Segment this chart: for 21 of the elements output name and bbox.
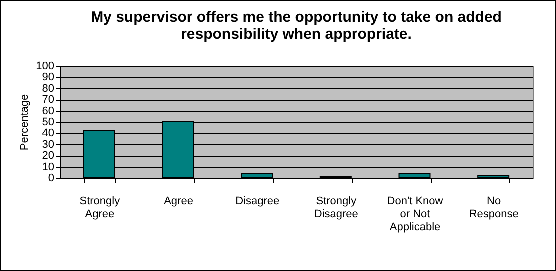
- y-tick-label: 50: [42, 116, 54, 128]
- x-tick-label: Strongly Agree: [80, 196, 121, 220]
- y-tick-label: 60: [42, 105, 54, 118]
- y-tick-label: 0: [48, 172, 54, 184]
- chart-title: My supervisor offers me the opportunity to take on added responsibility when appropriate.: [91, 9, 502, 43]
- bar: [241, 173, 274, 178]
- x-tick-label: Agree: [164, 196, 194, 208]
- x-tick-label: Disagree: [236, 196, 280, 208]
- y-tick-label: 10: [42, 161, 54, 174]
- x-tick-label: Strongly Disagree: [314, 196, 358, 220]
- y-tick-label: 80: [42, 82, 54, 95]
- y-tick-label: 90: [42, 72, 54, 84]
- y-tick-label: 70: [42, 94, 54, 106]
- y-tick-label: 30: [42, 138, 54, 151]
- x-tick-label: No Response: [469, 196, 519, 220]
- y-tick-label: 100: [36, 60, 54, 72]
- x-tick-label: Don't Know or Not Applicable: [387, 196, 444, 234]
- bar: [398, 173, 431, 178]
- y-tick-label: 40: [42, 128, 54, 140]
- y-axis-title: Percentage: [19, 94, 32, 151]
- y-tick-label: 20: [42, 150, 54, 162]
